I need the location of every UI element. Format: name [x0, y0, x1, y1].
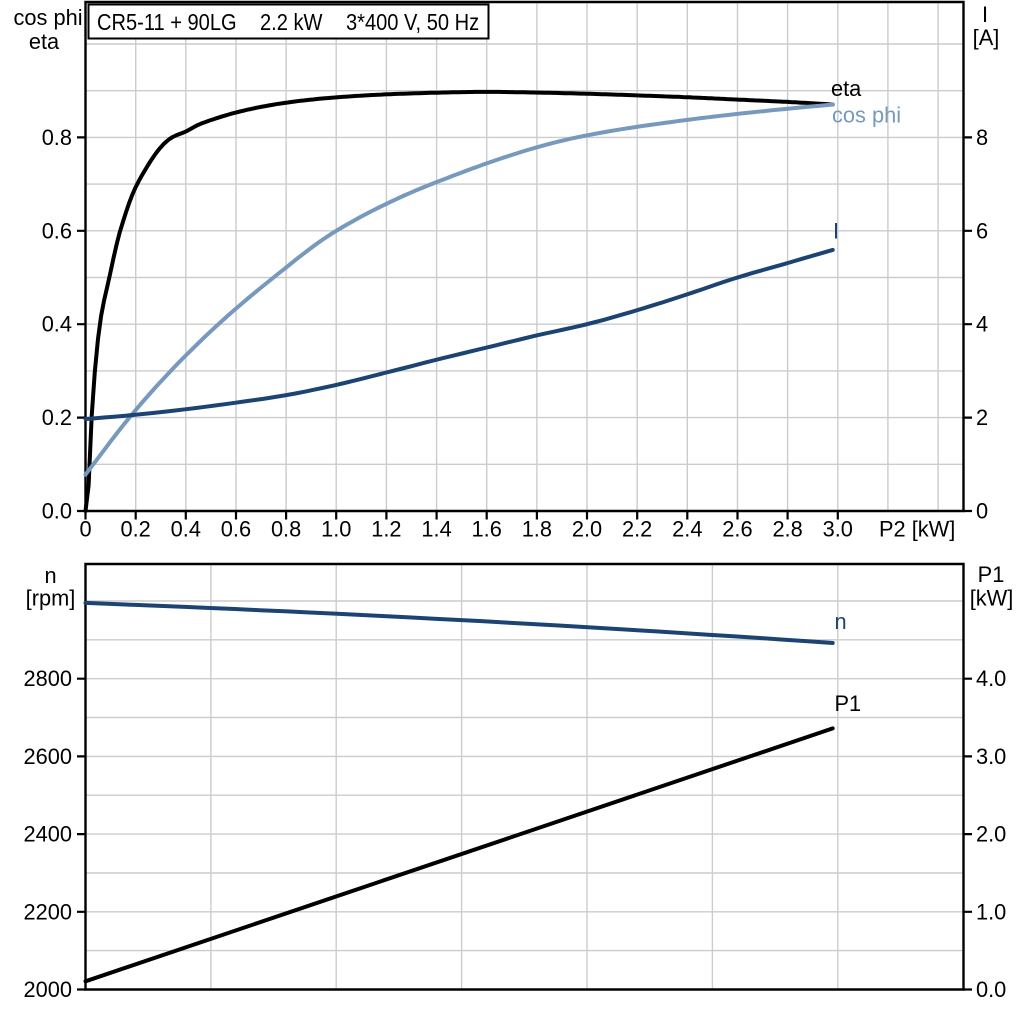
svg-text:4: 4: [976, 312, 988, 337]
svg-text:4.0: 4.0: [976, 666, 1006, 691]
svg-text:2.6: 2.6: [722, 517, 752, 542]
svg-text:2200: 2200: [24, 899, 73, 924]
svg-text:P2 [kW]: P2 [kW]: [879, 517, 955, 542]
svg-text:[A]: [A]: [973, 25, 1000, 50]
svg-text:0.6: 0.6: [42, 218, 72, 243]
svg-text:2.4: 2.4: [672, 517, 702, 542]
svg-text:n: n: [44, 563, 56, 588]
svg-text:0.8: 0.8: [271, 517, 301, 542]
svg-text:1.4: 1.4: [421, 517, 451, 542]
svg-text:0: 0: [79, 517, 91, 542]
svg-text:1.0: 1.0: [321, 517, 351, 542]
svg-text:1.0: 1.0: [976, 899, 1006, 924]
svg-text:0.4: 0.4: [42, 312, 72, 337]
svg-text:0.2: 0.2: [42, 405, 72, 430]
svg-text:2.2: 2.2: [622, 517, 652, 542]
svg-text:I: I: [982, 2, 988, 27]
svg-text:cos phi: cos phi: [832, 103, 901, 128]
svg-text:CR5-11 + 90LG: CR5-11 + 90LG: [97, 9, 237, 36]
svg-text:2400: 2400: [24, 822, 73, 847]
svg-text:2.8: 2.8: [772, 517, 802, 542]
svg-text:1.6: 1.6: [472, 517, 502, 542]
svg-text:2800: 2800: [24, 666, 73, 691]
svg-text:0.2: 0.2: [120, 517, 150, 542]
svg-text:2: 2: [976, 405, 988, 430]
svg-text:P1: P1: [835, 691, 862, 716]
svg-text:[kW]: [kW]: [970, 586, 1014, 611]
svg-text:eta: eta: [831, 76, 862, 101]
svg-text:0.0: 0.0: [976, 977, 1006, 1002]
svg-text:0.0: 0.0: [42, 499, 72, 524]
svg-text:2000: 2000: [24, 977, 73, 1002]
svg-text:[rpm]: [rpm]: [26, 586, 76, 611]
svg-text:0.8: 0.8: [42, 125, 72, 150]
svg-text:6: 6: [976, 218, 988, 243]
svg-text:3.0: 3.0: [976, 744, 1006, 769]
svg-text:1.8: 1.8: [522, 517, 552, 542]
svg-text:2600: 2600: [24, 744, 73, 769]
svg-text:8: 8: [976, 125, 988, 150]
svg-text:n: n: [835, 609, 847, 634]
svg-text:P1: P1: [978, 562, 1005, 587]
svg-text:cos phi: cos phi: [13, 5, 82, 30]
svg-text:0: 0: [976, 499, 988, 524]
svg-text:eta: eta: [29, 29, 60, 54]
svg-text:2.2 kW: 2.2 kW: [260, 9, 323, 36]
svg-text:0.4: 0.4: [171, 517, 201, 542]
svg-text:3*400 V, 50 Hz: 3*400 V, 50 Hz: [346, 9, 479, 36]
svg-text:I: I: [833, 219, 839, 244]
svg-text:0.6: 0.6: [221, 517, 251, 542]
svg-text:2.0: 2.0: [572, 517, 602, 542]
svg-text:1.2: 1.2: [371, 517, 401, 542]
svg-text:3.0: 3.0: [823, 517, 853, 542]
svg-text:2.0: 2.0: [976, 822, 1006, 847]
